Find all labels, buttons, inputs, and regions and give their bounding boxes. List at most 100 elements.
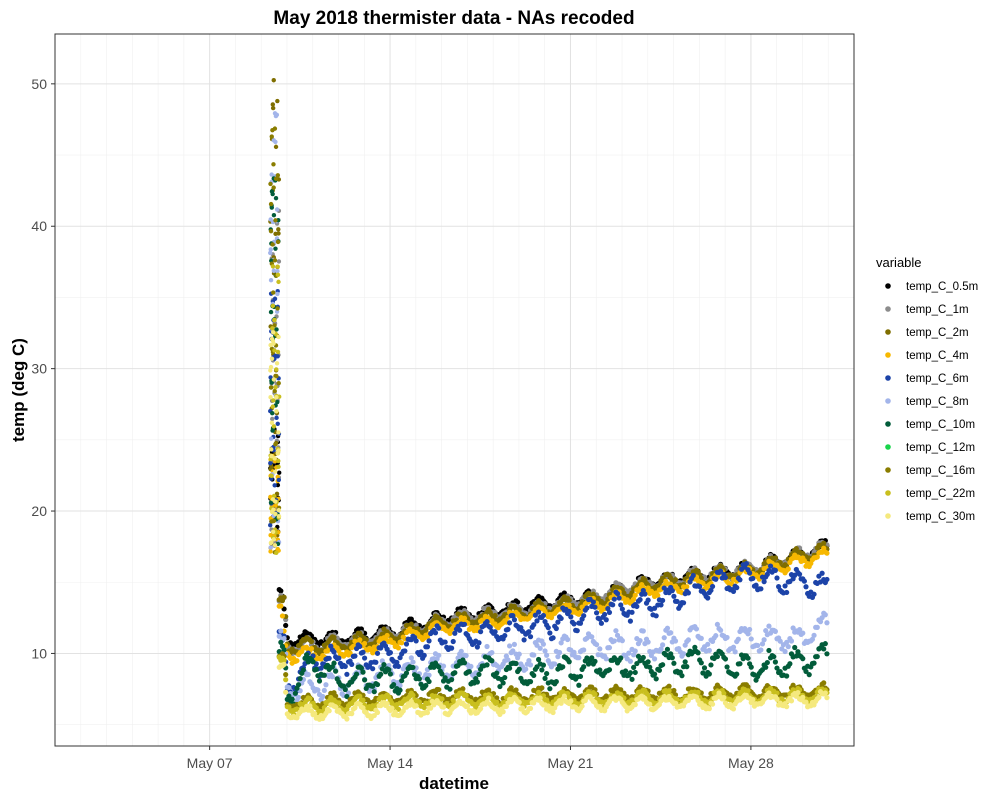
data-point	[268, 545, 273, 550]
data-point	[271, 424, 277, 429]
data-point	[669, 655, 675, 661]
data-point	[814, 653, 820, 660]
data-point	[269, 172, 274, 177]
data-point	[268, 395, 273, 400]
data-point	[384, 700, 390, 707]
data-point	[271, 162, 276, 167]
data-point	[360, 669, 366, 675]
data-point	[362, 640, 368, 647]
data-point	[822, 641, 828, 647]
y-tick-label: 20	[31, 503, 47, 519]
data-point	[511, 617, 518, 623]
data-point	[447, 630, 453, 636]
data-point	[399, 678, 405, 684]
data-point	[506, 620, 513, 626]
data-point	[506, 665, 513, 671]
data-point	[822, 690, 828, 696]
data-point	[787, 661, 793, 667]
data-point	[268, 181, 273, 187]
data-point	[320, 693, 326, 700]
data-point	[402, 648, 408, 654]
data-point	[323, 682, 329, 688]
data-point	[268, 364, 274, 370]
data-point	[331, 649, 337, 655]
data-point	[616, 595, 622, 601]
data-point	[270, 410, 275, 416]
data-point	[516, 651, 522, 657]
data-point	[275, 98, 280, 104]
data-point	[271, 398, 276, 403]
data-point	[474, 679, 480, 685]
data-point	[632, 702, 638, 708]
data-point	[800, 694, 806, 700]
legend-label: temp_C_10m	[906, 419, 975, 431]
data-point	[270, 338, 276, 343]
data-point	[275, 306, 280, 311]
data-point	[660, 597, 666, 604]
data-point	[270, 264, 276, 269]
data-point	[666, 688, 672, 694]
x-tick-label: May 07	[187, 755, 233, 771]
data-point	[387, 650, 393, 656]
data-point	[619, 606, 625, 612]
data-point	[389, 705, 395, 711]
data-point	[558, 640, 564, 646]
data-point	[668, 630, 674, 636]
data-point	[758, 586, 764, 592]
data-point	[274, 550, 279, 556]
data-point	[632, 592, 638, 598]
data-point	[410, 659, 416, 665]
data-point	[268, 309, 274, 315]
data-point	[352, 653, 358, 659]
data-point	[535, 656, 542, 663]
data-point	[556, 649, 563, 656]
data-point	[523, 666, 529, 672]
data-point	[566, 602, 572, 608]
data-point	[273, 139, 278, 145]
data-point	[295, 682, 302, 688]
data-point	[357, 643, 363, 649]
data-point	[660, 642, 666, 648]
data-point	[378, 671, 384, 677]
data-point	[777, 668, 783, 675]
data-point	[476, 640, 482, 646]
data-point	[313, 705, 319, 711]
data-point	[449, 677, 455, 683]
data-point	[800, 656, 806, 662]
data-point	[421, 652, 427, 658]
data-point	[270, 105, 276, 111]
data-point	[745, 631, 751, 637]
data-point	[521, 637, 527, 643]
data-point	[811, 591, 817, 597]
series-temp_C_8m	[268, 111, 830, 703]
data-point	[722, 656, 729, 662]
data-point	[484, 643, 490, 650]
data-point	[516, 699, 522, 705]
data-point	[561, 693, 567, 699]
data-point	[307, 696, 313, 702]
data-point	[737, 661, 743, 667]
data-point	[269, 356, 275, 361]
data-point	[276, 259, 282, 264]
data-point	[397, 682, 403, 689]
data-point	[718, 568, 724, 574]
data-point	[272, 543, 278, 548]
data-point	[500, 680, 506, 686]
data-point	[269, 473, 274, 479]
data-point	[577, 620, 584, 626]
data-point	[274, 361, 280, 366]
data-point	[784, 704, 790, 710]
data-point	[273, 231, 278, 237]
data-point	[759, 641, 766, 647]
data-point	[526, 657, 532, 664]
data-point	[289, 696, 295, 702]
data-point	[653, 676, 659, 682]
data-point	[814, 624, 820, 630]
data-point	[603, 656, 609, 662]
data-point	[371, 712, 377, 719]
data-point	[281, 647, 287, 653]
data-point	[440, 704, 447, 710]
data-point	[295, 694, 302, 700]
series-temp_C_1m	[269, 208, 830, 657]
data-point	[460, 686, 466, 692]
